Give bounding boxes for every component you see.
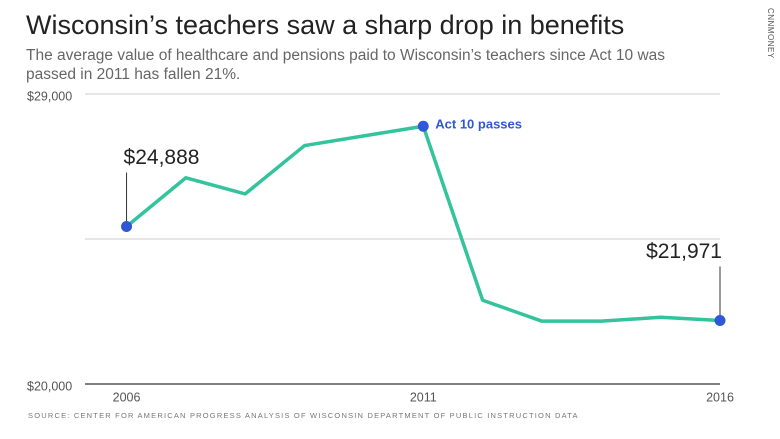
line (125, 124, 721, 323)
x-tick-label: 2011 (410, 390, 437, 404)
x-tick-label: 2016 (706, 390, 734, 404)
point-marker (714, 314, 726, 326)
source: SOURCE: CENTER FOR AMERICAN PROGRESS ANA… (28, 411, 579, 420)
y-tick-label: $29,000 (27, 89, 72, 103)
data-label: $24,888 (124, 146, 200, 169)
chart-subtitle: The average value of healthcare and pens… (26, 47, 666, 83)
data-label: $21,971 (646, 240, 722, 263)
x-tick-label: 2006 (113, 390, 141, 404)
y-tick-label: $20,000 (27, 379, 72, 393)
point-marker (121, 220, 133, 232)
annotation: Act 10 passes (435, 117, 522, 132)
brand: CNNMONEY (766, 8, 775, 59)
point-marker (417, 120, 429, 132)
chart-title: Wisconsin’s teachers saw a sharp drop in… (26, 10, 625, 40)
